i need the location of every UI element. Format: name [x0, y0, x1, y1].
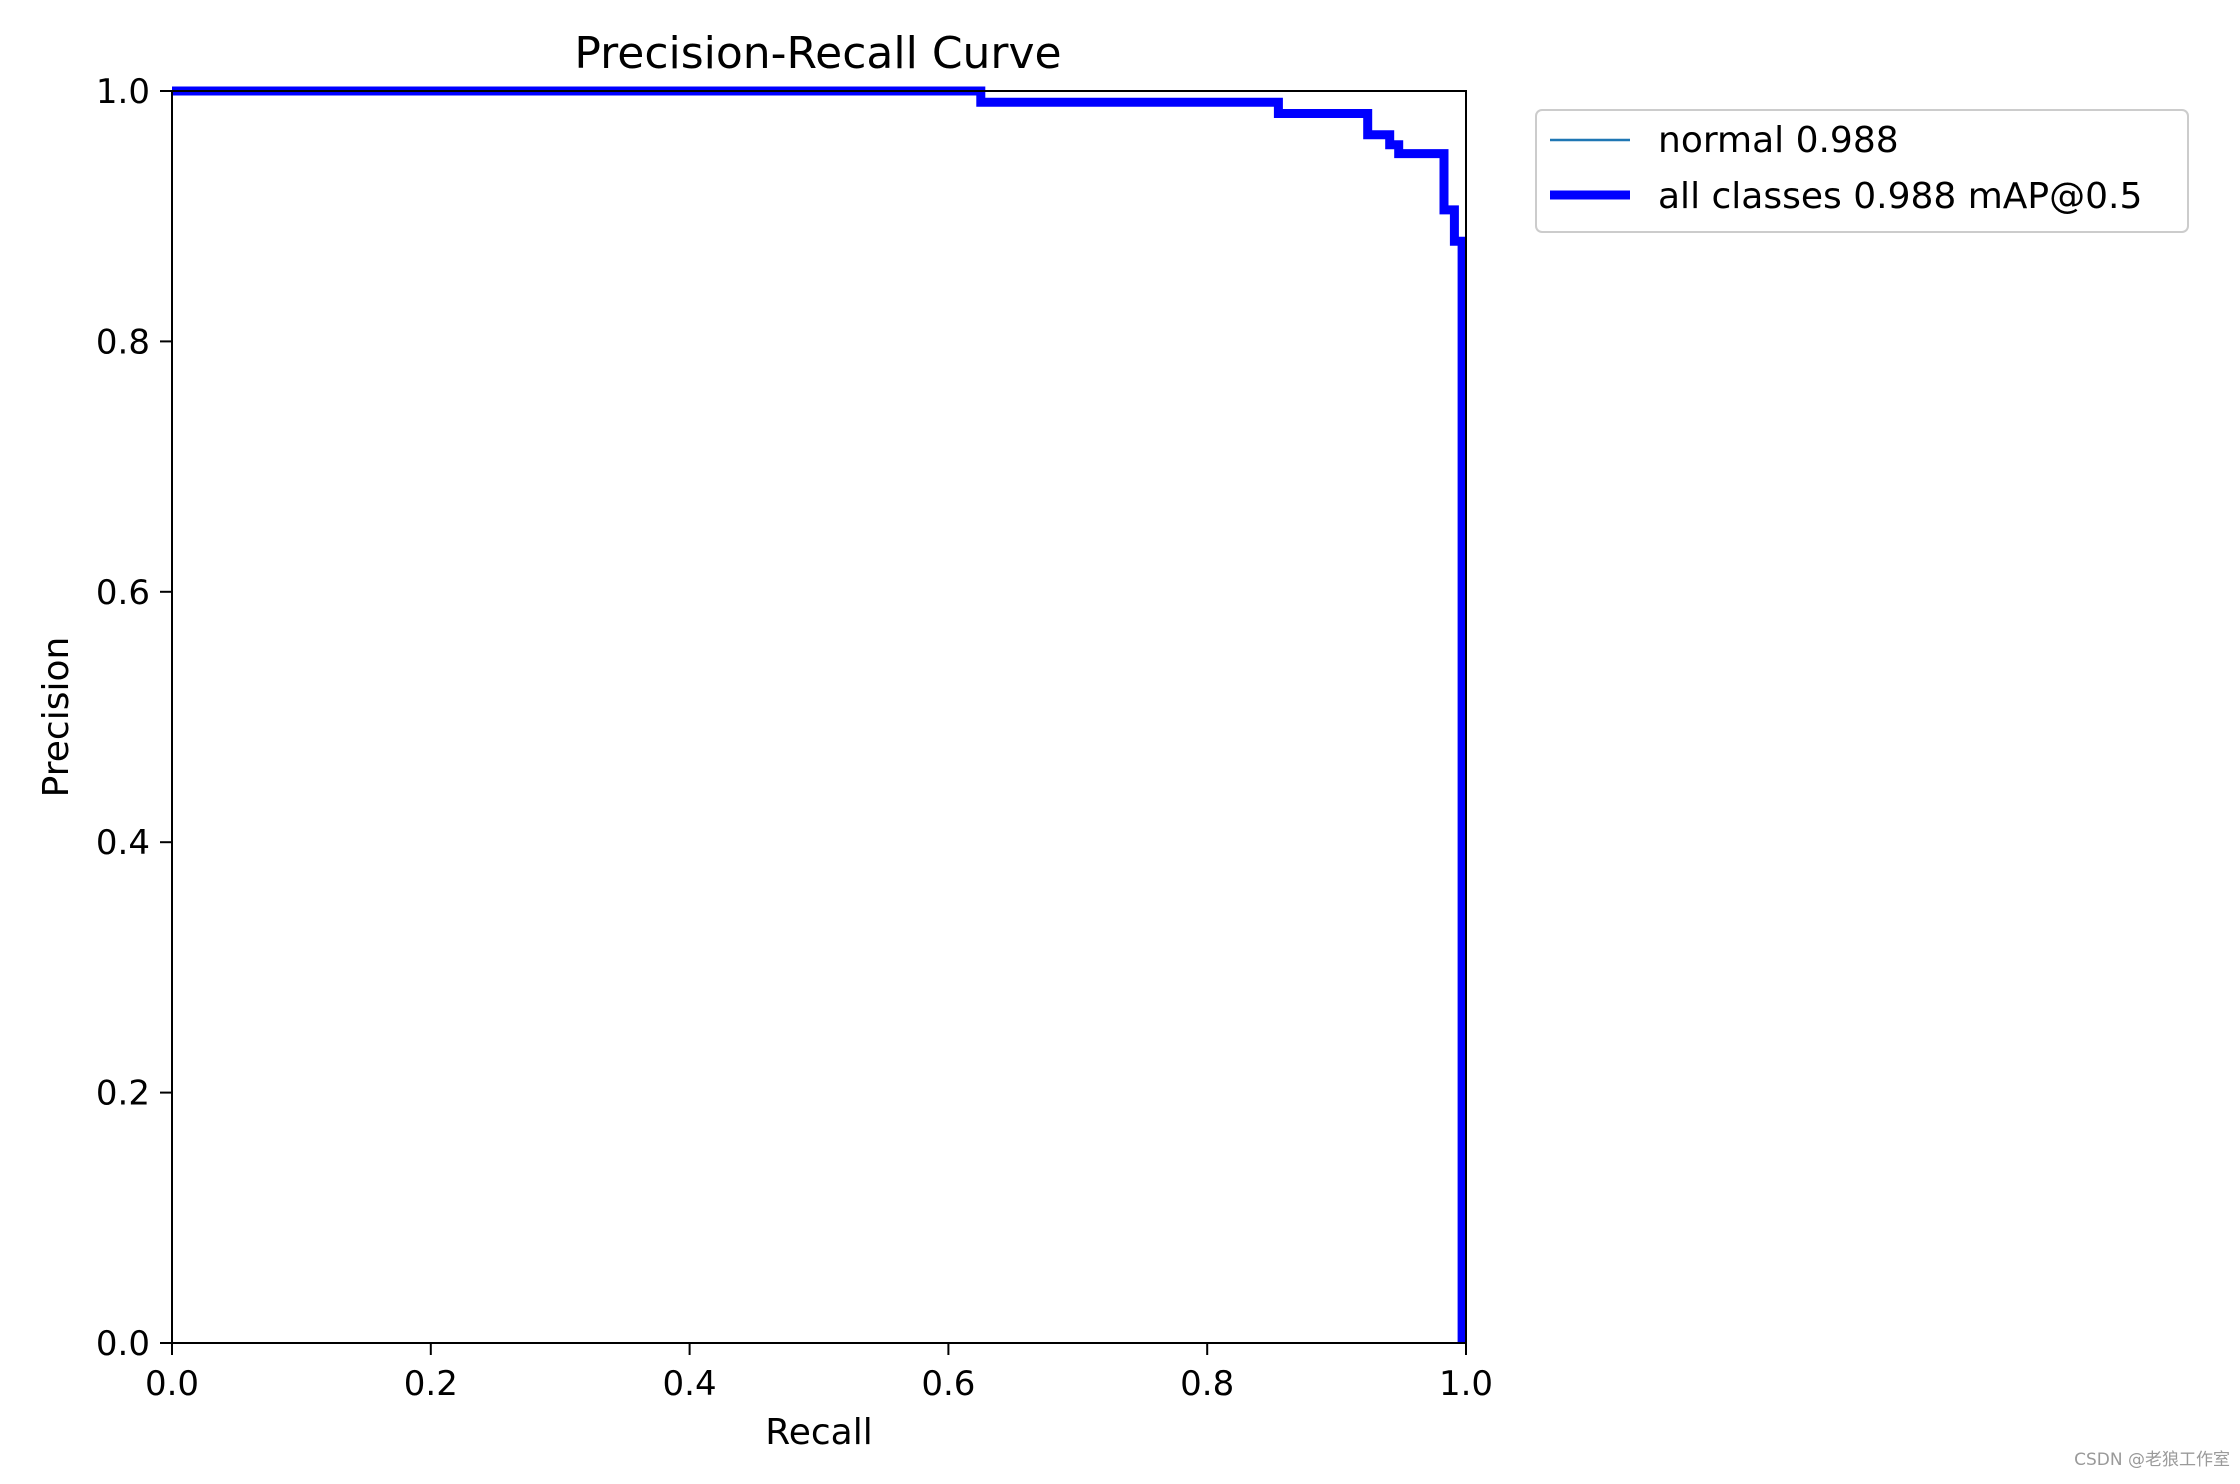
legend-label-normal: normal 0.988 — [1658, 120, 1899, 161]
x-tick-label-3: 0.6 — [921, 1364, 975, 1404]
y-tick-label-1: 0.2 — [96, 1074, 150, 1114]
y-axis-ticks: 0.0 0.2 0.4 0.6 0.8 1.0 — [96, 72, 172, 1364]
x-tick-label-5: 1.0 — [1439, 1364, 1493, 1404]
watermark: CSDN @老狼工作室 — [2074, 1450, 2230, 1470]
x-tick-label-2: 0.4 — [663, 1364, 717, 1404]
chart-title: Precision-Recall Curve — [574, 28, 1061, 79]
x-axis-label: Recall — [765, 1412, 872, 1453]
legend: normal 0.988 all classes 0.988 mAP@0.5 — [1535, 109, 2189, 233]
series-layer — [172, 86, 1467, 1343]
axes-spines — [171, 90, 1467, 1344]
x-tick-label-1: 0.2 — [404, 1364, 458, 1404]
y-tick-label-3: 0.6 — [96, 573, 150, 613]
y-tick-label-0: 0.0 — [96, 1324, 150, 1364]
x-tick-label-4: 0.8 — [1180, 1364, 1234, 1404]
plot-area — [171, 86, 1467, 1344]
y-tick-label-5: 1.0 — [96, 72, 150, 112]
y-tick-label-2: 0.4 — [96, 823, 150, 863]
y-tick-label-4: 0.8 — [96, 322, 150, 362]
series-line-1 — [172, 86, 1467, 1343]
y-axis-label: Precision — [36, 637, 77, 798]
plot-frame — [172, 91, 1466, 1343]
legend-label-all-classes: all classes 0.988 mAP@0.5 — [1658, 176, 2142, 217]
x-tick-label-0: 0.0 — [145, 1364, 199, 1404]
legend-box — [1535, 109, 2189, 233]
x-axis-ticks: 0.0 0.2 0.4 0.6 0.8 1.0 — [145, 1343, 1493, 1404]
